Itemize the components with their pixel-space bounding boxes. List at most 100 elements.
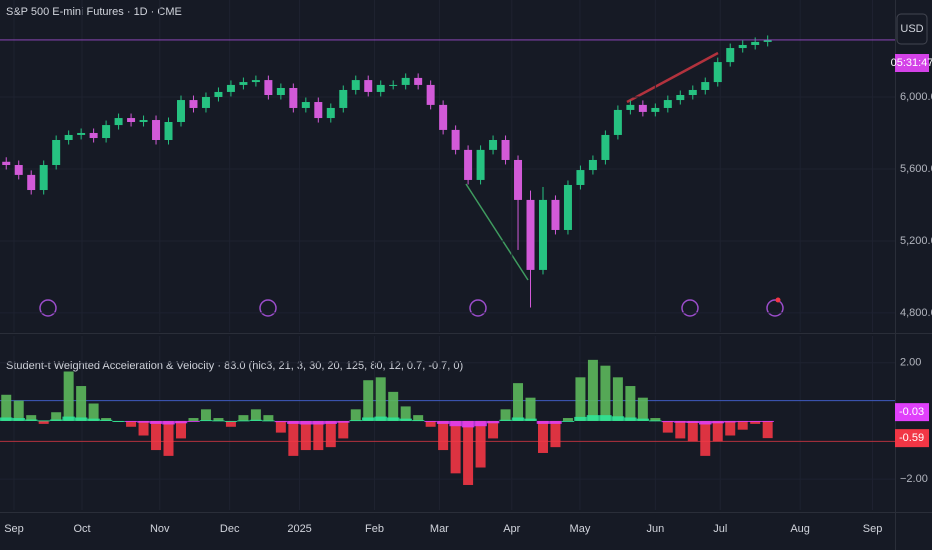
acceleration-bar (475, 420, 486, 468)
acceleration-bar (338, 420, 349, 439)
event-icon[interactable] (469, 299, 487, 317)
last-value-box (895, 429, 929, 448)
event-icon[interactable] (39, 299, 57, 317)
velocity-bar (212, 420, 225, 422)
acceleration-bar (400, 406, 411, 421)
candle-body (638, 104, 647, 112)
y-tick-label: 5,600.00 (900, 163, 932, 175)
acceleration-bar (625, 386, 636, 421)
candle-body (114, 118, 123, 126)
velocity-bar (486, 420, 500, 424)
acceleration-bar (637, 397, 648, 421)
candle-body (214, 91, 223, 97)
trend-line (465, 183, 529, 281)
velocity-bar (37, 420, 50, 422)
candle-body (27, 174, 36, 191)
indicator-title: Student-t Weighted Acceleration & Veloci… (6, 360, 463, 372)
velocity-bar (12, 418, 25, 421)
velocity-bar (436, 420, 450, 424)
acceleration-bar (200, 409, 211, 421)
velocity-bar (574, 416, 587, 421)
x-tick-label: May (570, 523, 591, 535)
velocity-bar (624, 417, 637, 421)
velocity-bar (524, 418, 537, 421)
acceleration-bar (438, 420, 449, 451)
candle-body (701, 82, 710, 90)
currency: USD (900, 23, 923, 35)
acceleration-bar (388, 391, 399, 421)
candle-body (613, 109, 622, 135)
velocity-bar (237, 420, 250, 422)
acceleration-bar (38, 420, 49, 424)
candle-body (39, 165, 48, 191)
candle-body (201, 96, 210, 108)
acceleration-bar (600, 365, 611, 421)
acceleration-bar (101, 418, 112, 421)
y-tick-label: 2.00 (900, 357, 921, 369)
acceleration-bar (188, 418, 199, 421)
candle-body (52, 139, 61, 166)
velocity-bar (374, 416, 387, 421)
velocity-bar (199, 420, 213, 422)
acceleration-bar (275, 420, 286, 433)
y-tick-label: 4,800.00 (900, 307, 932, 319)
velocity-bar (299, 420, 313, 425)
candle-body (401, 77, 410, 85)
velocity-bar (337, 420, 350, 423)
event-icon[interactable] (681, 299, 699, 317)
candle-body (376, 84, 385, 92)
candle-body (314, 102, 323, 119)
candle-body (276, 87, 285, 96)
candle-body (164, 122, 173, 140)
acceleration-bar (263, 415, 274, 421)
acceleration-bar (500, 409, 511, 421)
velocity-bar (711, 420, 724, 424)
velocity-bar (137, 420, 150, 423)
acceleration-bar (700, 420, 711, 456)
acceleration-bar (63, 371, 74, 421)
velocity-bar (599, 415, 612, 421)
currency-button[interactable] (896, 13, 928, 45)
candle-body (763, 39, 772, 42)
velocity-bar (611, 416, 625, 421)
candle-body (89, 132, 98, 139)
candle-body (64, 134, 73, 140)
acceleration-bar (250, 409, 261, 421)
candle-body (426, 84, 435, 105)
event-icon[interactable] (259, 299, 277, 317)
acceleration-bar (325, 420, 336, 448)
acceleration-bar (463, 420, 474, 485)
acceleration-bar (712, 420, 723, 442)
event-icon[interactable] (766, 299, 784, 317)
acceleration-bar (425, 420, 436, 427)
acceleration-bar (76, 386, 87, 421)
x-tick-label: Feb (365, 523, 384, 535)
velocity-bar (287, 420, 300, 424)
acceleration-bar (375, 377, 386, 421)
velocity-bar (686, 420, 700, 423)
acceleration-bar (750, 420, 761, 424)
velocity-bar (761, 420, 774, 422)
velocity-bar (149, 420, 163, 424)
acceleration-bar (363, 380, 374, 421)
candle-body (77, 132, 86, 135)
candle-body (301, 102, 310, 108)
candle-body (476, 149, 485, 180)
candle-body (102, 125, 111, 139)
acceleration-bar (612, 377, 623, 421)
velocity-bar (511, 417, 525, 421)
x-tick-label: Apr (503, 523, 520, 535)
acceleration-bar (288, 420, 299, 456)
candle-body (389, 84, 398, 86)
candle-body (139, 120, 148, 123)
candle-body (514, 159, 523, 200)
velocity-bar (699, 420, 712, 425)
acceleration-bar (126, 420, 137, 427)
candle-body (14, 165, 23, 175)
velocity-bar (162, 420, 175, 425)
candle-body (451, 129, 460, 150)
x-tick-label: Jun (646, 523, 664, 535)
velocity-bar (474, 420, 487, 427)
acceleration-bar (737, 420, 748, 430)
candle-body (713, 62, 722, 83)
